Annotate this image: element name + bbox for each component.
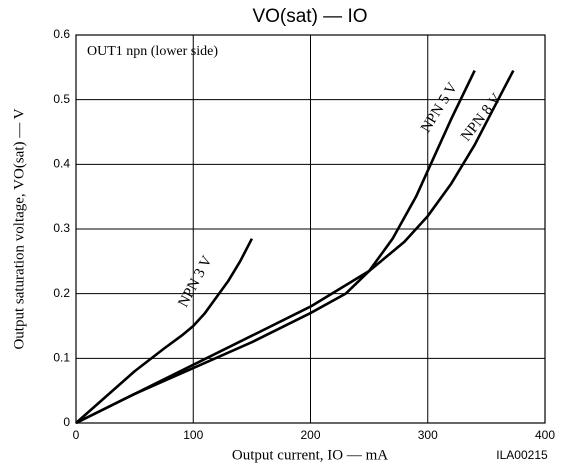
y-axis-label: Output saturation voltage, VO(sat) — V	[11, 108, 27, 349]
x-tick-label: 400	[535, 428, 555, 442]
series-label: NPN 3 V	[175, 253, 215, 310]
series-line	[75, 238, 254, 424]
x-tick-label: 0	[73, 428, 80, 442]
series-label: NPN 8 V	[458, 91, 505, 145]
series-label: NPN 5 V	[418, 80, 461, 136]
y-tick-label: 0.4	[53, 157, 70, 171]
x-tick-label: 200	[300, 428, 320, 442]
series-line	[75, 70, 476, 425]
y-tick-label: 0.6	[53, 27, 70, 41]
series-line	[75, 69, 515, 425]
x-tick-label: 300	[418, 428, 438, 442]
x-tick-label: 100	[183, 428, 203, 442]
y-tick-label: 0.3	[53, 221, 70, 235]
plot-frame	[75, 34, 546, 424]
x-axis-label: Output current, IO — mA	[232, 447, 388, 463]
y-tick-label: 0.5	[53, 92, 70, 106]
annotation: OUT1 npn (lower side)	[87, 44, 218, 59]
figure-code: ILA00215	[496, 448, 548, 462]
y-tick-label: 0.2	[53, 286, 70, 300]
chart-title: VO(sat) — IO	[252, 6, 367, 27]
y-tick-label: 0	[63, 415, 70, 429]
y-tick-label: 0.1	[53, 351, 70, 365]
